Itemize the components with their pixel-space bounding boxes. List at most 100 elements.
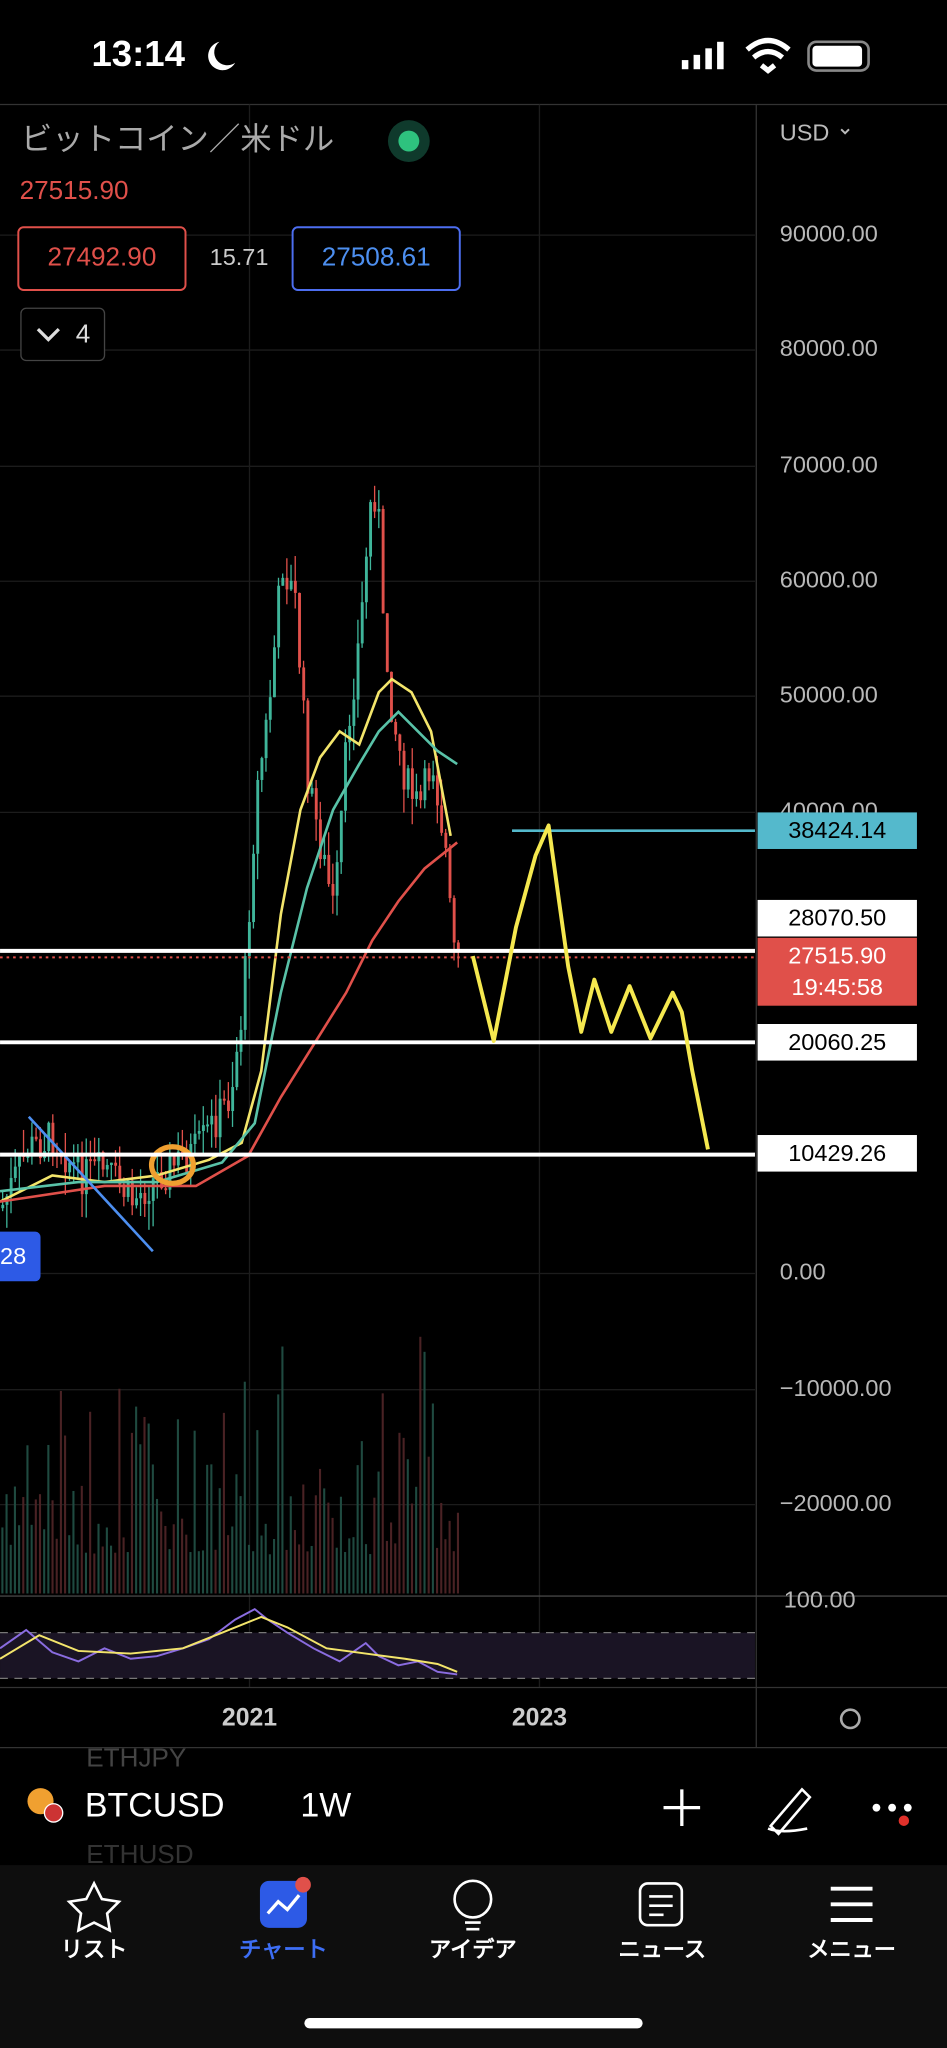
candle <box>135 1198 138 1206</box>
buy-button[interactable] <box>291 226 461 291</box>
indicators-count[interactable]: 4 <box>76 319 91 349</box>
volume-bar <box>390 1522 393 1594</box>
time-label: 2021 <box>222 1704 277 1731</box>
volume-bar <box>110 1545 113 1594</box>
signal-icon <box>681 41 724 70</box>
volume-bar <box>72 1490 75 1594</box>
rsi-axis-label: 100.00 <box>784 1587 856 1613</box>
tab-icon[interactable] <box>638 1882 684 1927</box>
candle <box>394 721 398 735</box>
volume-bar <box>126 1552 129 1594</box>
add-icon[interactable] <box>663 1789 701 1826</box>
candle <box>252 853 255 923</box>
indicators-toggle[interactable] <box>20 307 106 362</box>
candle <box>277 585 281 648</box>
volume-bar <box>89 1411 92 1594</box>
volume-bar <box>385 1540 388 1594</box>
candle <box>348 725 352 743</box>
price-tag <box>757 899 917 937</box>
candle <box>118 1165 122 1185</box>
tab-label[interactable]: メニュー <box>807 1937 896 1962</box>
spread: 15.71 <box>210 244 269 270</box>
volume-bar <box>277 1394 280 1594</box>
tab-icon[interactable] <box>66 1880 122 1933</box>
volume-bar <box>84 1552 88 1594</box>
volume-bar <box>147 1423 150 1594</box>
tab-icon-glyph <box>266 1894 301 1915</box>
candle <box>201 1125 205 1131</box>
volume-bar <box>151 1464 154 1594</box>
candle <box>89 1159 92 1162</box>
price-tag <box>757 1024 917 1061</box>
candle <box>64 1157 67 1173</box>
bid-price[interactable]: 27492.90 <box>47 242 156 272</box>
volume-bar <box>256 1430 259 1594</box>
candle <box>385 613 389 672</box>
volume-bar <box>210 1464 213 1594</box>
volume-bar <box>185 1534 188 1594</box>
candle <box>264 719 268 759</box>
symbol-name: ビットコイン／米ドル <box>21 121 334 156</box>
volume-bar <box>1 1527 4 1594</box>
volume-bar <box>264 1523 267 1594</box>
volume-bar <box>456 1512 460 1594</box>
left-tag <box>0 1231 41 1282</box>
badge <box>295 1876 311 1893</box>
currency[interactable]: USD <box>780 120 830 146</box>
tab-label[interactable]: アイデア <box>429 1936 517 1962</box>
candle <box>331 884 335 896</box>
volume-bar <box>38 1494 42 1594</box>
battery-icon <box>807 40 870 72</box>
candle <box>268 697 272 720</box>
tab-label[interactable]: チャート <box>239 1937 328 1962</box>
settings-icon[interactable] <box>839 1708 861 1730</box>
symbol[interactable]: BTCUSD <box>85 1787 225 1825</box>
volume-bar <box>59 1390 62 1594</box>
volume-bar <box>18 1525 21 1594</box>
axis-label: −10000.00 <box>780 1375 892 1401</box>
volume-bar <box>298 1544 301 1594</box>
candle <box>130 1180 134 1206</box>
rsi-line <box>0 1607 458 1676</box>
volume-bar <box>427 1456 430 1594</box>
candle <box>352 699 356 726</box>
volume-bar <box>268 1554 271 1594</box>
sell-button[interactable] <box>17 226 187 291</box>
tab-label[interactable]: ニュース <box>618 1937 706 1962</box>
tab-icon-glyph <box>465 1921 481 1931</box>
candle <box>151 1178 155 1201</box>
countdown: 19:45:58 <box>792 974 883 1000</box>
volume-bar <box>139 1444 142 1594</box>
candle <box>243 956 247 1030</box>
volume-bar <box>398 1432 401 1594</box>
candle <box>419 791 423 801</box>
candle <box>84 1159 88 1195</box>
candle <box>222 1098 226 1101</box>
candle <box>448 847 452 899</box>
volume-bar <box>281 1346 284 1594</box>
candle <box>147 1200 151 1204</box>
tab-icon[interactable] <box>830 1886 873 1922</box>
candle <box>452 898 456 943</box>
candle <box>18 1154 21 1167</box>
more-icon[interactable] <box>872 1803 912 1826</box>
candle <box>214 1115 218 1138</box>
candle <box>377 508 381 512</box>
interval[interactable]: 1W <box>300 1787 351 1825</box>
candle <box>247 922 251 957</box>
volume-bar <box>440 1502 443 1594</box>
ask-price[interactable]: 27508.61 <box>322 242 431 272</box>
axis-label: 80000.00 <box>780 335 878 361</box>
wifi-icon <box>745 37 791 74</box>
volume-bar <box>172 1524 175 1594</box>
volume-bar <box>406 1459 409 1594</box>
draw-icon[interactable] <box>767 1787 812 1836</box>
price-tag-label: 38424.14 <box>788 817 886 843</box>
tab-icon[interactable] <box>453 1879 493 1919</box>
volume-bar <box>189 1552 192 1594</box>
volume-bar <box>415 1486 418 1594</box>
ma-mid <box>0 709 458 1193</box>
tab-label[interactable]: リスト <box>61 1937 128 1962</box>
volume-bar <box>160 1511 163 1594</box>
